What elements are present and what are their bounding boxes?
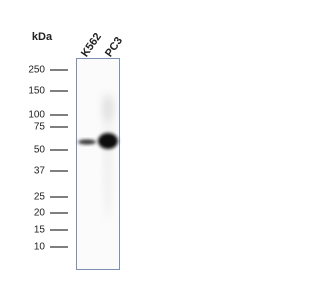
marker-label: 75	[34, 122, 46, 133]
marker-label: 50	[34, 145, 46, 156]
band-k562	[78, 139, 96, 145]
band-pc3	[98, 133, 118, 149]
marker-ladder: 250 150 100 75 50 37 25 20 15 10	[28, 65, 68, 253]
marker-label: 100	[28, 110, 45, 121]
western-blot-figure: kDa K562 PC3 250 150 100 75 50 37 25 20 …	[28, 31, 125, 270]
lane-label: K562	[79, 31, 104, 59]
marker-label: 150	[28, 86, 45, 97]
marker-label: 37	[34, 166, 46, 177]
smear	[104, 100, 112, 220]
marker-label: 15	[34, 225, 46, 236]
marker-label: 250	[28, 65, 45, 76]
lane-label: PC3	[103, 35, 125, 59]
marker-label: 25	[34, 192, 46, 203]
bands	[78, 94, 118, 220]
marker-label: 10	[34, 242, 46, 253]
blot-membrane	[76, 58, 120, 270]
marker-label: 20	[34, 208, 46, 219]
unit-label: kDa	[32, 31, 53, 43]
